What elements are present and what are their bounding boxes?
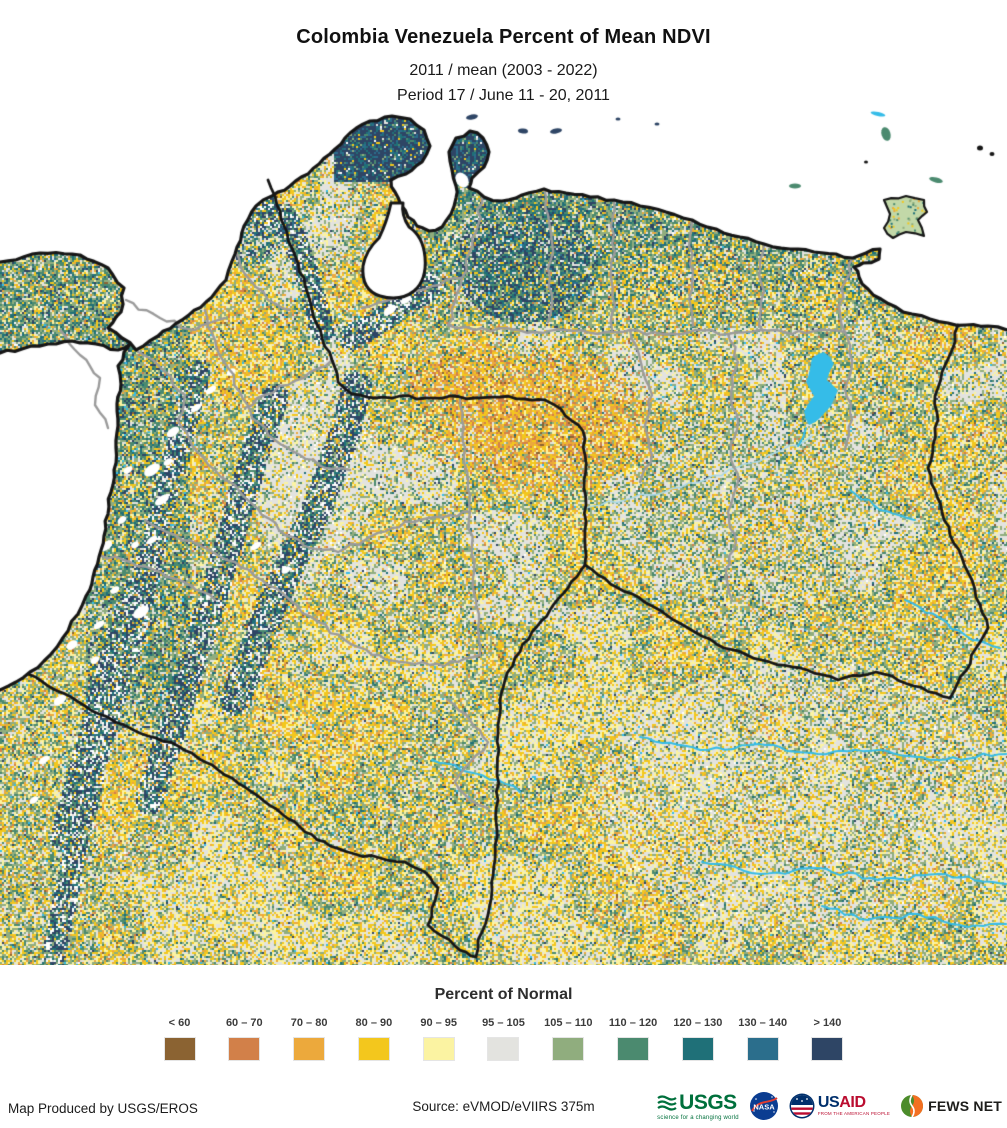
- legend-label: 120 – 130: [673, 1017, 723, 1029]
- legend-swatch: [681, 1037, 714, 1061]
- nasa-logo-icon: NASA: [749, 1092, 778, 1120]
- usaid-wordmark-us: US: [817, 1094, 840, 1112]
- legend-swatch: [163, 1037, 196, 1061]
- subtitle-period: Period 17 / June 11 - 20, 2011: [397, 87, 610, 104]
- legend-swatch: [228, 1037, 261, 1061]
- fewsnet-wordmark: FEWS NET: [928, 1098, 1002, 1114]
- legend-label: 95 – 105: [482, 1017, 525, 1029]
- legend-label: 105 – 110: [544, 1017, 593, 1029]
- legend-item: 60 – 70: [213, 1017, 275, 1061]
- legend-row: < 60 60 – 70 70 – 80 80 – 90 90 – 95 95 …: [149, 1017, 859, 1061]
- legend-item: 80 – 90: [343, 1017, 405, 1061]
- legend-swatch: [422, 1037, 455, 1061]
- legend-item: 95 – 105: [472, 1017, 534, 1061]
- legend-swatch: [552, 1037, 585, 1061]
- legend-item: 90 – 95: [408, 1017, 470, 1061]
- legend-item: 110 – 120: [602, 1017, 664, 1061]
- legend-swatch: [293, 1037, 326, 1061]
- legend-swatch: [617, 1037, 650, 1061]
- legend-swatch: [487, 1037, 520, 1061]
- legend-item: > 140: [796, 1017, 858, 1061]
- legend-label: < 60: [168, 1017, 191, 1029]
- fewsnet-globe-icon: [901, 1094, 924, 1118]
- usaid-wordmark-aid: AID: [839, 1094, 866, 1112]
- nasa-wordmark: NASA: [753, 1103, 775, 1112]
- usaid-seal-icon: [789, 1093, 815, 1119]
- legend-label: 70 – 80: [290, 1017, 328, 1029]
- usgs-tagline: science for a changing world: [657, 1115, 739, 1121]
- fewsnet-logo: FEWS NET: [900, 1094, 1002, 1118]
- legend-item: 120 – 130: [667, 1017, 729, 1061]
- legend-item: 130 – 140: [732, 1017, 794, 1061]
- usgs-wordmark: USGS: [679, 1091, 737, 1114]
- page-title: Colombia Venezuela Percent of Mean NDVI: [296, 26, 711, 48]
- header: Colombia Venezuela Percent of Mean NDVI …: [0, 0, 1007, 105]
- usgs-logo: USGS science for a changing world: [657, 1091, 739, 1121]
- legend-swatch: [357, 1037, 390, 1061]
- usgs-wave-icon: [657, 1095, 677, 1111]
- legend-label: 90 – 95: [420, 1017, 458, 1029]
- legend-swatch: [746, 1037, 779, 1061]
- legend-swatch: [811, 1037, 844, 1061]
- legend-item: < 60: [149, 1017, 211, 1061]
- legend-label: 110 – 120: [608, 1017, 658, 1029]
- footer-credit: Map Produced by USGS/EROS: [8, 1101, 198, 1116]
- legend: Percent of Normal < 60 60 – 70 70 – 80 8…: [0, 986, 1007, 1061]
- legend-item: 70 – 80: [278, 1017, 340, 1061]
- legend-label: 80 – 90: [355, 1017, 393, 1029]
- map-canvas: [0, 110, 1007, 965]
- legend-item: 105 – 110: [537, 1017, 599, 1061]
- legend-label: 60 – 70: [225, 1017, 263, 1029]
- legend-title: Percent of Normal: [434, 986, 573, 1003]
- footer-source: Source: eVMOD/eVIIRS 375m: [412, 1099, 595, 1114]
- subtitle-ratio: 2011 / mean (2003 - 2022): [409, 62, 598, 79]
- legend-label: 130 – 140: [738, 1017, 788, 1029]
- legend-label: > 140: [813, 1017, 842, 1029]
- partner-logos: USGS science for a changing world NASA U…: [657, 1086, 1002, 1126]
- usaid-logo: USAID FROM THE AMERICAN PEOPLE: [789, 1093, 890, 1119]
- usaid-tagline: FROM THE AMERICAN PEOPLE: [817, 1111, 891, 1117]
